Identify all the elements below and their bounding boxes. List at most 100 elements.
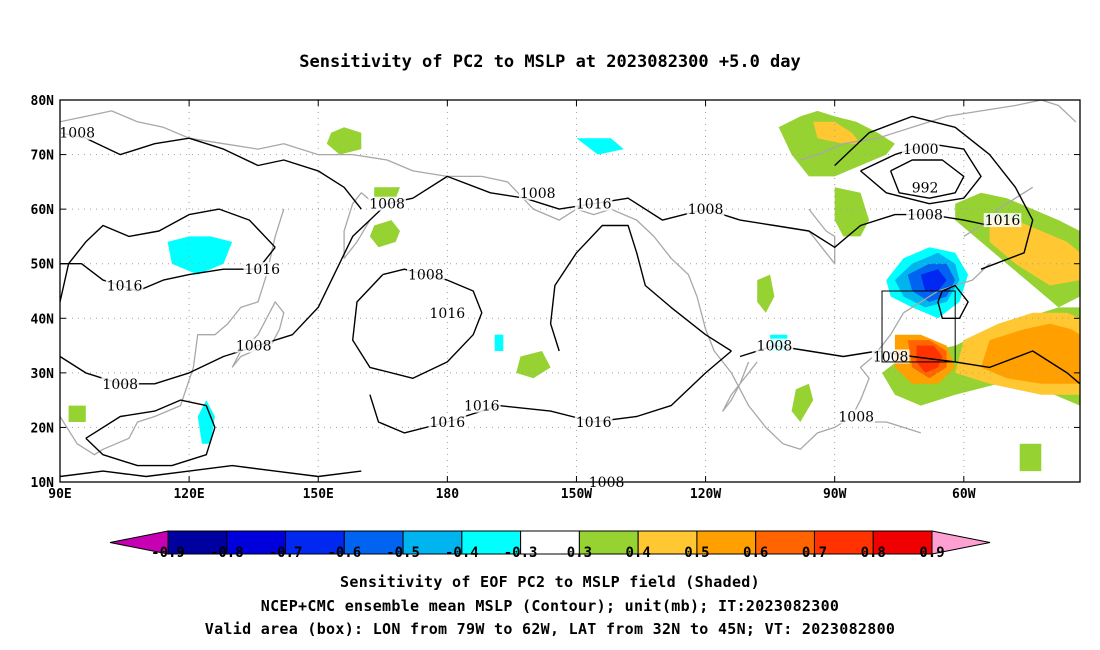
shaded-region [374,187,400,199]
lat-tick-label: 80N [31,94,55,109]
isobar [85,399,216,467]
shaded-region [920,269,947,291]
colorbar-label: -0.8 [210,545,244,561]
coastline [481,175,698,297]
shaded-region [68,405,86,422]
lon-tick-label: 60W [952,487,976,502]
coastline [903,263,991,314]
contour-label: 1000 [903,142,939,158]
lat-tick-label: 10N [31,476,55,491]
colorbar-label: 0.5 [684,545,709,561]
contour-label: 1016 [576,415,612,431]
contour-label-bg [101,376,140,391]
contour-label-bg [428,414,467,429]
contour-label: 1008 [873,349,909,365]
lon-tick-label: 90E [48,487,71,502]
shaded-region [576,138,624,155]
contour-label-bg [686,202,725,217]
colorbar-segment [872,530,933,555]
shaded-region [834,187,870,237]
chart-title: Sensitivity of PC2 to MSLP at 2023082300… [299,52,801,72]
valid-area-box [881,290,956,363]
coastline [800,100,1077,161]
lat-tick-label: 40N [31,312,55,327]
contour-label-bg [234,338,273,353]
isobar [60,246,276,292]
contour-label: 1008 [369,197,405,213]
contour-label-bg [983,213,1022,228]
caption-line-2: NCEP+CMC ensemble mean MSLP (Contour); u… [260,597,840,615]
contour-label-bg [428,305,467,320]
contour-label: 1008 [589,475,625,491]
shaded-region [989,220,1080,286]
lon-tick-label: 150W [561,487,592,502]
contour-label-bg [901,142,940,157]
isobar [60,132,362,210]
map-frame [59,99,1081,483]
contour-label-bg [871,349,910,364]
contour-label: 1016 [576,197,612,213]
contour-label: 1016 [985,213,1021,229]
shaded-region [813,121,861,144]
contour-label-bg [755,338,794,353]
colorbar-label: -0.7 [269,545,303,561]
coastline [60,110,482,178]
colorbar-label: -0.9 [151,545,185,561]
colorbar-label: 0.8 [861,545,886,561]
coastline [343,192,375,259]
lat-tick-label: 60N [31,203,55,218]
contour-label: 1008 [102,377,138,393]
colorbar-label: 0.9 [919,545,944,561]
contour-label: 1008 [236,339,272,355]
contour-label: 1008 [408,268,444,284]
colorbar-label: 0.4 [626,545,651,561]
shaded-region [778,110,895,177]
lat-tick-label: 30N [31,367,55,382]
shaded-region [516,351,551,379]
isobar [889,159,965,199]
contour-label: 1008 [757,339,793,355]
shaded-region [326,127,362,155]
isobar [937,284,969,319]
lat-tick-label: 70N [31,149,55,164]
contour-label-bg [518,185,557,200]
isobar [834,115,1034,270]
shaded-region [981,323,1080,384]
shaded-region [1019,443,1042,472]
contour-label: 992 [912,180,939,196]
sensitivity-shading [68,110,1080,472]
map-area: 1008 1016 1008 1016 1008 1008 1008 1016 1016 1016… [31,94,1081,502]
colorbar-label: 0.3 [567,545,592,561]
contour-label: 1008 [838,410,874,426]
colorbar: -0.9 -0.8 -0.7 -0.6 -0.5 -0.4 -0.3 0.3 0.4 0.5 0.6… [109,530,991,561]
caption-line-1: Sensitivity of EOF PC2 to MSLP field (Sh… [340,573,760,591]
colorbar-label: -0.4 [445,545,479,561]
latitude-tick-labels: 10N 20N 30N 40N 50N 60N 70N 80N [31,94,1080,491]
shaded-region [369,220,400,248]
isobar [739,213,990,249]
coastline [808,208,836,265]
contour-label-bg [574,196,613,211]
contour-label: 1016 [464,399,500,415]
shaded-region [791,383,814,422]
lon-tick-label: 120W [690,487,721,502]
isobar [549,224,732,352]
isobar [369,350,732,434]
contour-label: 1008 [907,208,943,224]
shaded-region [494,334,504,351]
contour-label: 1008 [688,202,724,218]
contour-label-bg [105,278,144,293]
isobar [739,344,1080,385]
coastline [963,186,1034,237]
lat-tick-label: 20N [31,421,55,436]
lat-tick-label: 50N [31,258,55,273]
colorbar-label: -0.6 [327,545,361,561]
shaded-region [757,274,775,313]
caption-line-3: Valid area (box): LON from 79W to 62W, L… [204,620,896,638]
coastline [722,361,758,412]
contour-label-bg [462,398,501,413]
coastline [696,296,905,450]
lon-tick-label: 180 [436,487,460,502]
contour-label: 1016 [430,306,466,322]
colorbar-label: 0.7 [802,545,827,561]
